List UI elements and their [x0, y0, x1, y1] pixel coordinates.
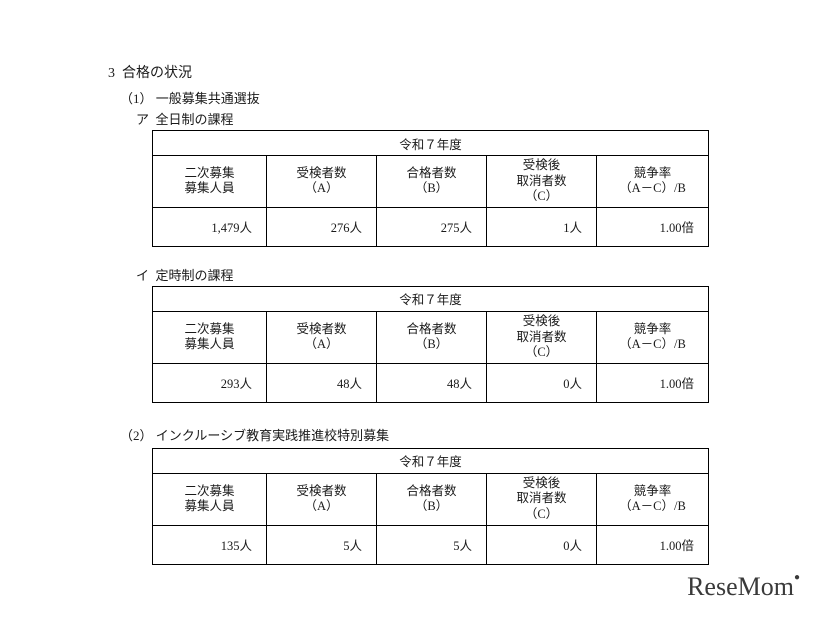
group1-num: （1）	[120, 91, 153, 106]
table-b: 令和７年度 二次募集募集人員 受検者数（A） 合格者数（B） 受検後取消者数（C…	[152, 286, 709, 403]
cell: 1,479人	[153, 207, 267, 246]
table-row: 1,479人 276人 275人 1人 1.00倍	[153, 207, 709, 246]
group1-heading: （1） 一般募集共通選抜	[120, 88, 808, 107]
hdr-c1: 二次募集募集人員	[153, 311, 267, 363]
group2-label: インクルーシブ教育実践推進校特別募集	[156, 428, 389, 443]
watermark-dot: ●	[794, 572, 800, 583]
table-a: 令和７年度 二次募集募集人員 受検者数（A） 合格者数（B） 受検後取消者数（C…	[152, 130, 709, 247]
hdr-c4: 受検後取消者数（C）	[487, 473, 597, 525]
group2-heading: （2） インクルーシブ教育実践推進校特別募集	[120, 425, 808, 444]
table-a-caption-text: 全日制の課程	[156, 112, 234, 127]
hdr-c5: 競争率（A－C）/B	[597, 156, 709, 208]
hdr-c3: 合格者数（B）	[377, 311, 487, 363]
cell: 276人	[267, 207, 377, 246]
table-b-caption: イ 定時制の課程	[136, 265, 808, 284]
cell: 48人	[377, 363, 487, 402]
group2-num: （2）	[120, 428, 153, 443]
hdr-c2: 受検者数（A）	[267, 311, 377, 363]
document-page: 3 合格の状況 （1） 一般募集共通選抜 ア 全日制の課程 令和７年度 二次募集…	[0, 0, 808, 565]
watermark-text: ReseMom	[687, 572, 794, 601]
table-c: 令和７年度 二次募集募集人員 受検者数（A） 合格者数（B） 受検後取消者数（C…	[152, 448, 709, 565]
cell: 0人	[487, 363, 597, 402]
section-heading: 3 合格の状況	[108, 62, 808, 82]
hdr-c5: 競争率（A－C）/B	[597, 473, 709, 525]
hdr-c3: 合格者数（B）	[377, 156, 487, 208]
cell: 5人	[377, 525, 487, 564]
table-a-caption: ア 全日制の課程	[136, 109, 808, 128]
cell: 1人	[487, 207, 597, 246]
cell: 135人	[153, 525, 267, 564]
cell: 5人	[267, 525, 377, 564]
hdr-c2: 受検者数（A）	[267, 473, 377, 525]
table-a-prefix: ア	[136, 112, 149, 127]
cell: 48人	[267, 363, 377, 402]
hdr-c1: 二次募集募集人員	[153, 156, 267, 208]
hdr-c3: 合格者数（B）	[377, 473, 487, 525]
table-c-year: 令和７年度	[153, 448, 709, 473]
cell: 0人	[487, 525, 597, 564]
hdr-c4: 受検後取消者数（C）	[487, 156, 597, 208]
table-row: 135人 5人 5人 0人 1.00倍	[153, 525, 709, 564]
section-number: 3	[108, 66, 115, 81]
cell: 1.00倍	[597, 207, 709, 246]
cell: 293人	[153, 363, 267, 402]
table-b-prefix: イ	[136, 268, 149, 283]
hdr-c4: 受検後取消者数（C）	[487, 311, 597, 363]
section-title-text: 合格の状況	[122, 66, 192, 81]
watermark-logo: ReseMom●	[687, 572, 800, 602]
hdr-c5: 競争率（A－C）/B	[597, 311, 709, 363]
hdr-c1: 二次募集募集人員	[153, 473, 267, 525]
cell: 275人	[377, 207, 487, 246]
table-row: 293人 48人 48人 0人 1.00倍	[153, 363, 709, 402]
hdr-c2: 受検者数（A）	[267, 156, 377, 208]
table-b-caption-text: 定時制の課程	[156, 268, 234, 283]
group1-label: 一般募集共通選抜	[156, 91, 260, 106]
table-b-year: 令和７年度	[153, 286, 709, 311]
cell: 1.00倍	[597, 363, 709, 402]
cell: 1.00倍	[597, 525, 709, 564]
table-a-year: 令和７年度	[153, 131, 709, 156]
